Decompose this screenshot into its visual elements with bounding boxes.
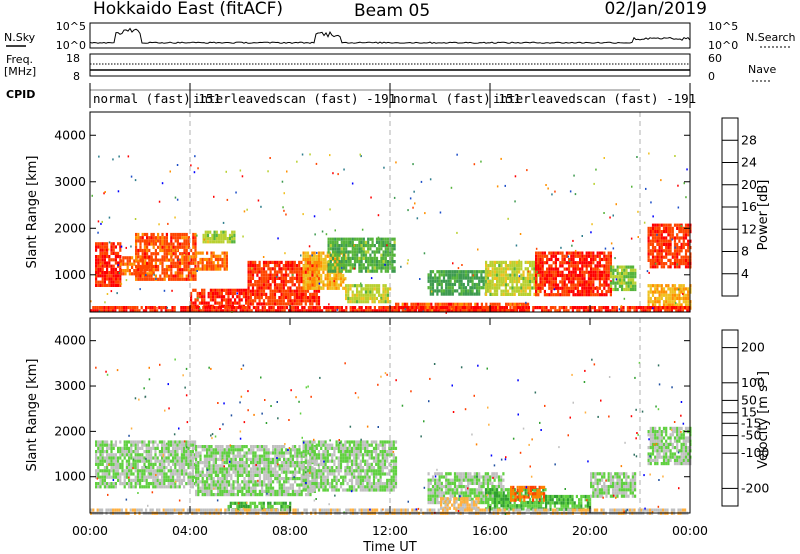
nsearch-tick-bottom: 10^0 — [708, 39, 738, 52]
power-region — [610, 265, 637, 292]
power-speckle — [90, 152, 691, 314]
time-tick-label: 16:00 — [472, 523, 508, 538]
freq-label-bottom: [MHz] — [4, 65, 36, 78]
nsearch-label: N.Search — [746, 31, 796, 44]
power-region — [427, 270, 492, 296]
power-region — [345, 284, 392, 304]
time-tick-label: 00:00 — [672, 523, 708, 538]
power-ytick-label: 4000 — [54, 127, 86, 142]
velocity-ytick-label: 2000 — [54, 423, 86, 438]
figure-title: Hokkaido East (fitACF) — [93, 0, 283, 19]
time-tick-label: 12:00 — [372, 523, 408, 538]
velocity-ylabel: Slant Range [km] — [25, 359, 40, 472]
freq-label-top: Freq. — [6, 53, 33, 66]
time-axis-label: Time UT — [362, 540, 416, 554]
velocity-region — [95, 440, 197, 489]
cpid-label: CPID — [6, 88, 35, 101]
velocity-speckle — [95, 358, 685, 515]
velocity-region — [195, 445, 316, 497]
power-colorbar: 4 8 12 16 20 24 28 — [721, 117, 757, 297]
power-region — [647, 223, 692, 269]
time-tick-label: 04:00 — [172, 523, 208, 538]
nsearch-tick-top: 10^5 — [708, 20, 738, 33]
cpid-segment-label: normal (fast) 151 — [93, 91, 221, 106]
power-colorbar-label: Power [dB] — [756, 180, 771, 251]
cpid-segment-label: normal (fast) 151 — [393, 91, 521, 106]
velocity-region — [440, 497, 480, 510]
power-ylabel: Slant Range [km] — [25, 156, 40, 269]
nsky-tick-top: 10^5 — [56, 20, 86, 33]
power-region — [135, 232, 197, 281]
freq-tick-bottom: 8 — [73, 70, 80, 83]
nave-tick-bottom: 0 — [708, 70, 715, 83]
velocity-colorbar-tick: 200 — [741, 340, 765, 355]
nsky-strip: N.Sky 10^5 10^0 10^5 10^0 N.Search — [4, 20, 796, 52]
beam-label: Beam 05 — [354, 1, 430, 21]
time-tick-label: 00:00 — [72, 523, 108, 538]
nsky-label: N.Sky — [4, 31, 36, 44]
velocity-colorbar-tick: 50 — [741, 392, 757, 407]
power-region — [535, 251, 612, 297]
velocity-region — [302, 440, 398, 492]
velocity-ytick-label: 1000 — [54, 469, 86, 484]
time-axis: 00:00 04:00 08:00 12:00 16:00 20:00 00:00 — [72, 305, 708, 538]
velocity-ytick-label: 4000 — [54, 333, 86, 348]
velocity-ytick-label: 3000 — [54, 378, 86, 393]
nave-label: Nave — [748, 63, 776, 76]
power-colorbar-tick: 20 — [741, 177, 757, 192]
date-label: 02/Jan/2019 — [604, 0, 707, 19]
velocity-region — [590, 472, 637, 498]
velocity-colorbar-tick: -15 — [741, 415, 761, 430]
cpid-segment-label: interleavedscan (fast) -191 — [493, 91, 696, 106]
power-region — [95, 242, 122, 287]
time-tick-label: 20:00 — [572, 523, 608, 538]
velocity-colorbar-tick: -100 — [741, 445, 769, 460]
freq-tick-top: 18 — [66, 52, 80, 65]
power-colorbar-tick: 28 — [741, 132, 757, 147]
power-region — [327, 237, 396, 273]
power-ytick-label: 3000 — [54, 174, 86, 189]
power-region — [647, 284, 692, 310]
cpid-segment-label: interleavedscan (fast) -191 — [193, 91, 396, 106]
power-region — [195, 251, 228, 271]
power-ytick-label: 2000 — [54, 220, 86, 235]
power-colorbar-tick: 16 — [741, 199, 757, 214]
power-colorbar-tick: 4 — [741, 266, 749, 281]
velocity-region — [510, 485, 546, 502]
velocity-colorbar-tick: -50 — [741, 428, 761, 443]
power-colorbar-tick: 24 — [741, 155, 757, 170]
velocity-colorbar-tick: 15 — [741, 405, 757, 420]
power-colorbar-tick: 8 — [741, 244, 749, 259]
time-tick-label: 08:00 — [272, 523, 308, 538]
power-panel: 1000 2000 3000 4000 Slant Range [km] — [25, 111, 692, 314]
freq-strip: Freq. [MHz] 18 8 60 0 Nave — [4, 52, 776, 83]
power-region — [90, 306, 691, 313]
power-region — [485, 260, 540, 296]
nsky-series-line — [89, 27, 691, 45]
velocity-region — [647, 426, 692, 466]
nave-tick-top: 60 — [708, 52, 722, 65]
velocity-colorbar-tick: -200 — [741, 480, 769, 495]
power-ytick-label: 1000 — [54, 267, 86, 282]
power-region — [202, 230, 236, 244]
velocity-colorbar-label: Velocity [m s-1] — [755, 371, 771, 469]
velocity-panel: 1000 2000 3000 4000 Slant Range [km] — [25, 317, 692, 515]
power-colorbar-tick: 12 — [741, 221, 757, 236]
nsky-tick-bottom: 10^0 — [56, 39, 86, 52]
velocity-colorbar-tick: 100 — [741, 375, 765, 390]
